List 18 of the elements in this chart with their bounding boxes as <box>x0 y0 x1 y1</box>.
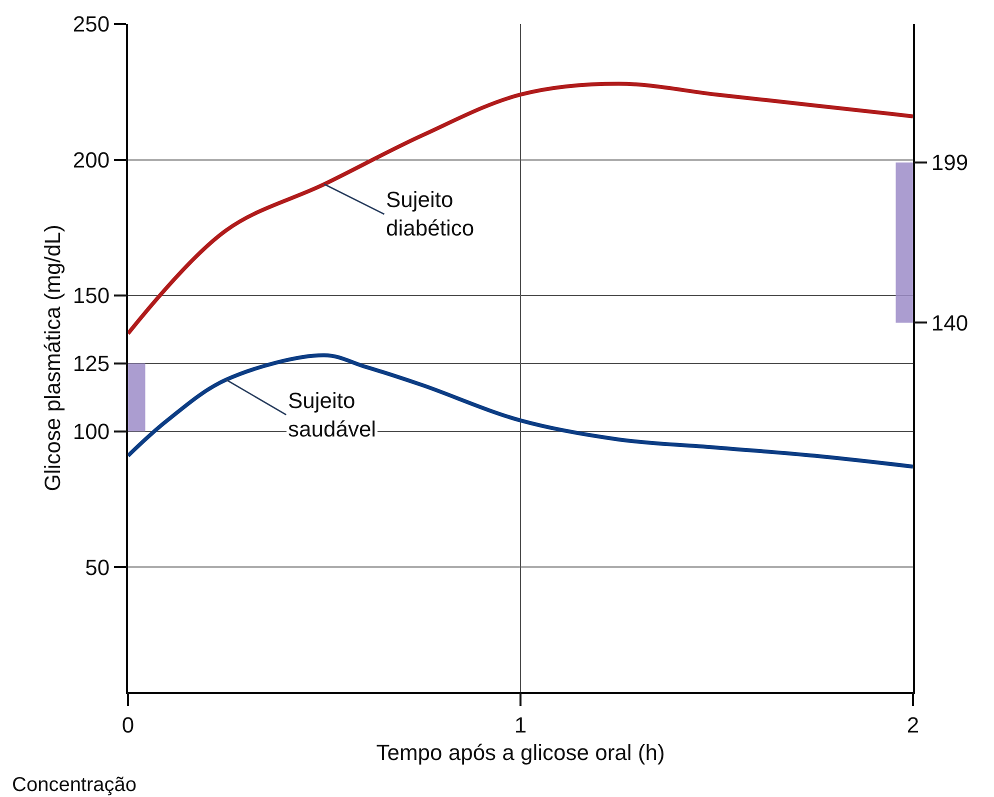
y-tick-label: 200 <box>72 147 110 172</box>
line-series <box>128 353 913 469</box>
text: Concentração <box>12 774 137 796</box>
y-axis-title: Glicose plasmática (mg/dL) <box>40 224 66 492</box>
x-tick-label: 0 <box>122 712 134 738</box>
series-label: Sujeito diabético <box>386 187 474 241</box>
x-axis-title: Tempo após a glicose oral (h) <box>376 740 665 765</box>
series-label: Sujeito saudável <box>288 388 376 442</box>
x-tick-label: 1 <box>514 712 527 738</box>
y2-tick-label: 199 <box>931 150 968 176</box>
y2-tick-label: 140 <box>931 310 968 336</box>
y-tick-label: 150 <box>72 283 110 308</box>
line-series <box>128 82 913 336</box>
y-tick-label: 50 <box>85 554 110 580</box>
y-tick-label: 125 <box>72 351 110 376</box>
x-tick-label: 2 <box>906 712 920 738</box>
y-tick-label: 100 <box>72 419 110 444</box>
y-tick-label: 250 <box>72 12 110 37</box>
